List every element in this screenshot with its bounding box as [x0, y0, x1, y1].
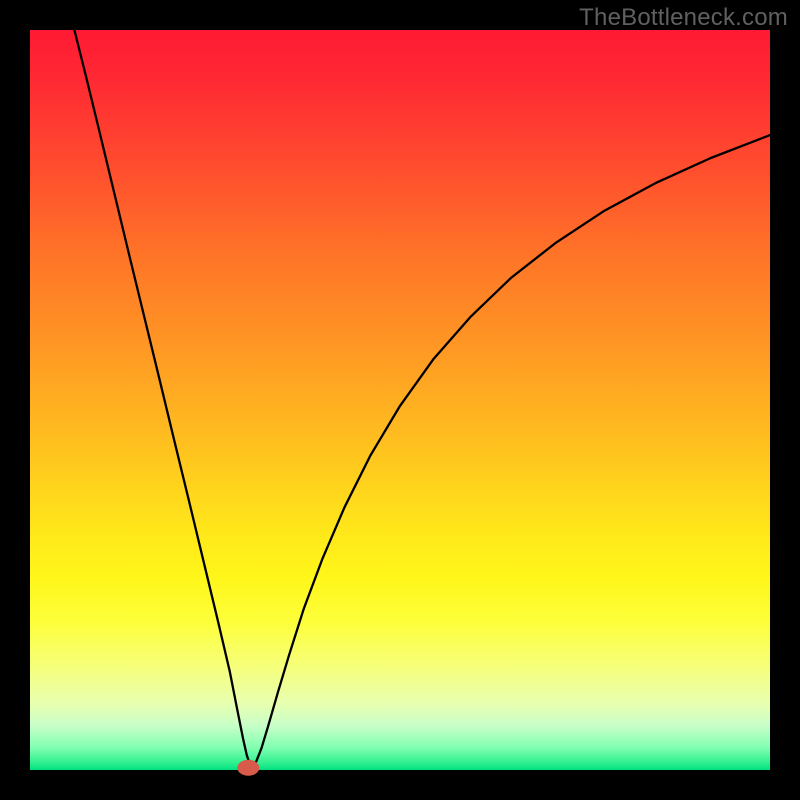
- chart-svg: [0, 0, 800, 800]
- watermark-text: TheBottleneck.com: [579, 4, 788, 32]
- optimum-marker: [237, 760, 259, 776]
- bottleneck-chart: TheBottleneck.com: [0, 0, 800, 800]
- plot-background: [30, 30, 770, 770]
